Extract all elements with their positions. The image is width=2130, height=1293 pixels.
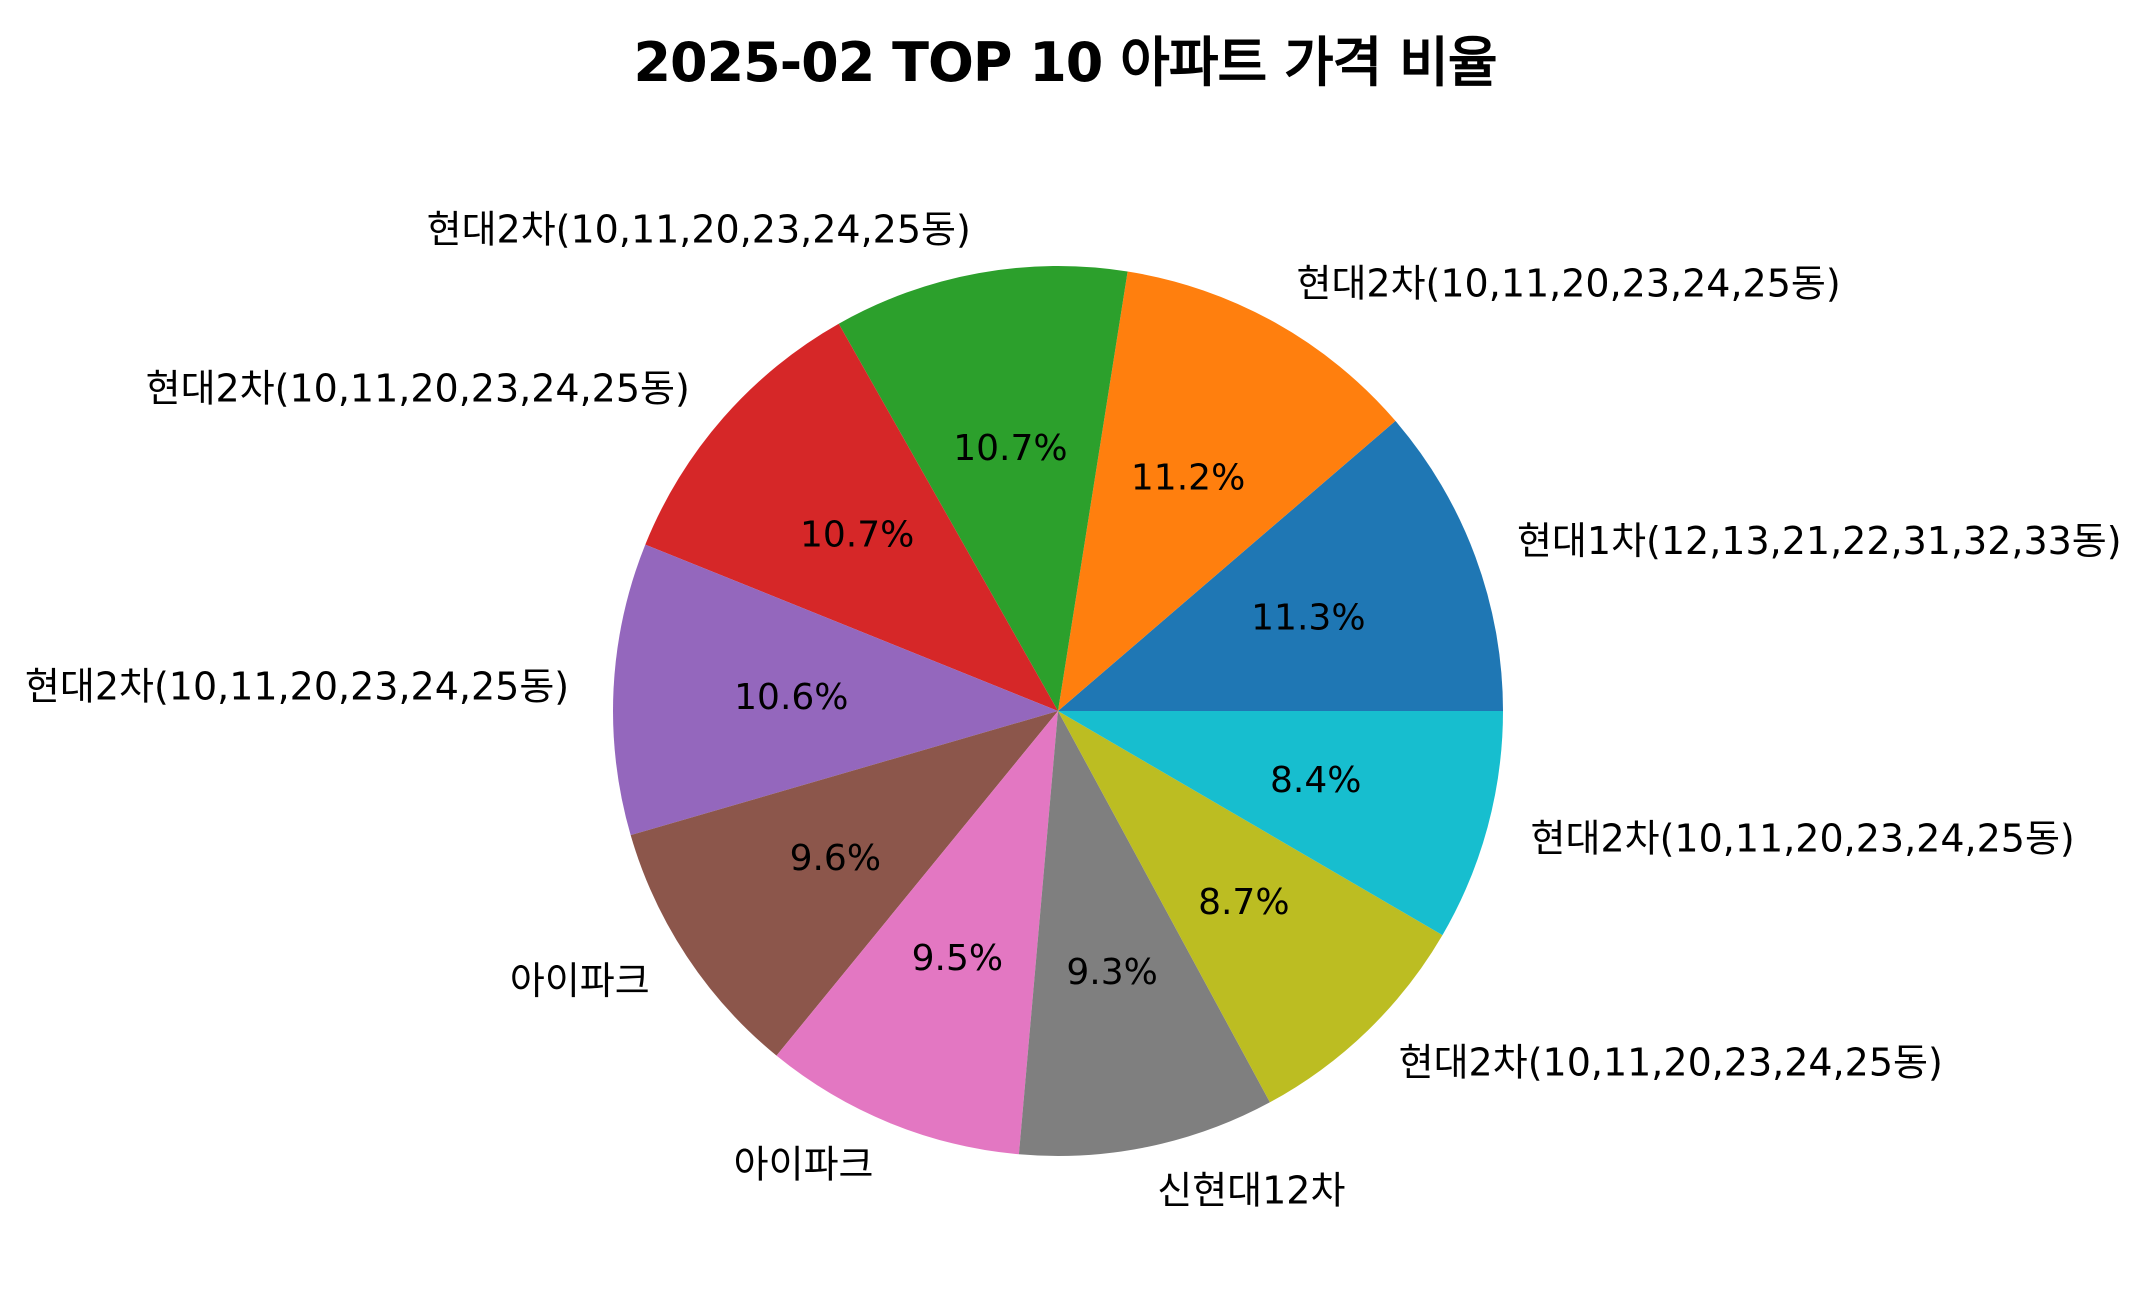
slice-label-10: 현대2차(10,11,20,23,24,25동): [1531, 817, 2075, 861]
slice-label-8: 신현대12차: [1157, 1168, 1345, 1212]
slice-label-5: 현대2차(10,11,20,23,24,25동): [25, 664, 569, 708]
slice-percent-10: 8.4%: [1270, 760, 1361, 801]
pie-slice-10: [1058, 711, 1503, 936]
pie-slice-7: [776, 711, 1058, 1155]
slice-label-6: 아이파크: [510, 959, 650, 1003]
pie-slice-8: [1018, 711, 1270, 1156]
pie-slice-9: [1058, 711, 1443, 1103]
slice-label-2: 현대2차(10,11,20,23,24,25동): [1297, 262, 1841, 306]
slice-percent-6: 9.6%: [790, 838, 881, 879]
chart-title: 2025-02 TOP 10 아파트 가격 비율: [633, 31, 1497, 94]
pie-slice-4: [645, 323, 1058, 711]
pie-slice-5: [613, 544, 1058, 836]
slice-percent-3: 10.7%: [953, 428, 1067, 469]
pie-slice-1: [1058, 420, 1503, 711]
slice-label-9: 현대2차(10,11,20,23,24,25동): [1399, 1041, 1943, 1085]
pie-slice-2: [1058, 271, 1396, 711]
slice-label-4: 현대2차(10,11,20,23,24,25동): [146, 366, 690, 410]
slice-percent-5: 10.6%: [734, 677, 848, 718]
pie-slice-6: [630, 711, 1058, 1056]
slice-label-3: 현대2차(10,11,20,23,24,25동): [427, 207, 971, 251]
slice-percent-1: 11.3%: [1251, 598, 1365, 639]
slice-percent-2: 11.2%: [1131, 457, 1245, 498]
pie-slice-3: [838, 266, 1128, 711]
slice-percent-8: 9.3%: [1066, 952, 1157, 993]
slice-label-1: 현대1차(12,13,21,22,31,32,33동): [1517, 519, 2122, 563]
slice-label-7: 아이파크: [734, 1142, 874, 1186]
slice-percent-4: 10.7%: [800, 515, 914, 556]
slice-percent-9: 8.7%: [1198, 882, 1289, 923]
slice-percent-7: 9.5%: [912, 938, 1003, 979]
